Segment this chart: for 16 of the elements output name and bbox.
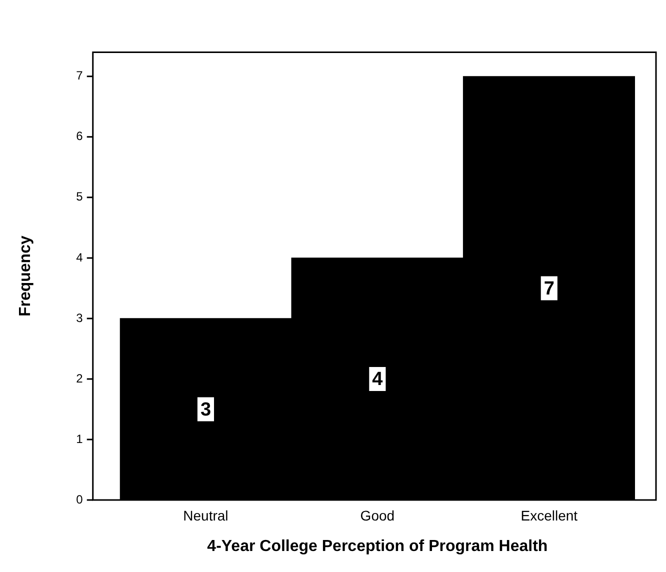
x-axis-title: 4-Year College Perception of Program Health xyxy=(207,538,548,555)
y-tick-label: 6 xyxy=(76,129,84,144)
data-label: 7 xyxy=(544,278,554,300)
y-axis-title: Frequency xyxy=(17,236,34,317)
x-tick-label: Neutral xyxy=(183,507,228,524)
y-tick-label: 5 xyxy=(76,190,84,204)
y-tick-label: 4 xyxy=(76,250,84,264)
data-label: 3 xyxy=(200,399,212,420)
x-tick-label: Good xyxy=(360,507,395,524)
data-label: 4 xyxy=(372,369,384,390)
y-tick-label: 7 xyxy=(76,68,84,83)
y-tick-label: 1 xyxy=(76,432,84,446)
y-tick-label: 0 xyxy=(76,492,84,506)
y-tick-label: 2 xyxy=(76,371,84,386)
y-tick-label: 3 xyxy=(76,310,84,325)
x-tick-label: Excellent xyxy=(520,507,578,524)
